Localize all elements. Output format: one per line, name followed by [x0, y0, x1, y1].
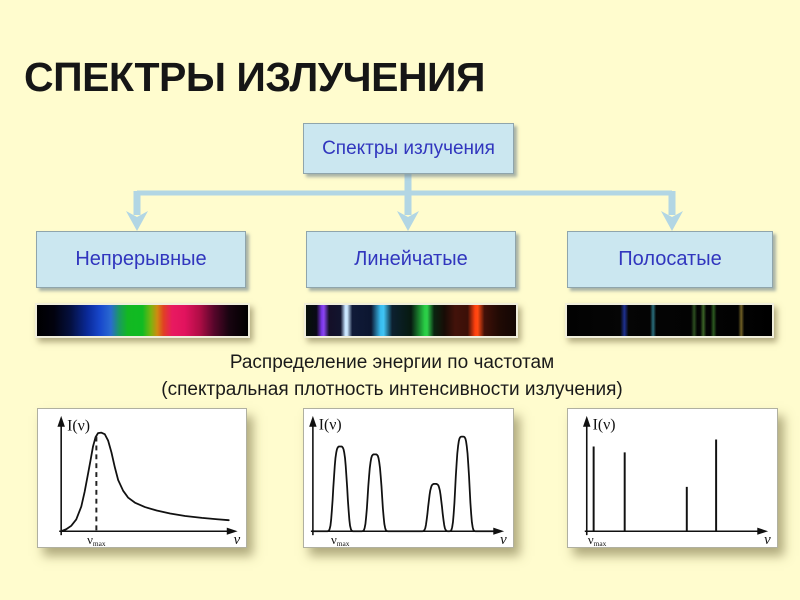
x-axis-label: ν — [234, 532, 241, 547]
y-axis-label: I(ν) — [67, 418, 90, 435]
line-spectrum-strip — [304, 303, 518, 338]
x-axis-label: ν — [500, 532, 507, 547]
y-axis-arrow-icon — [309, 415, 317, 427]
graph-panel-continuous: I(ν) ν νmax — [37, 408, 247, 548]
x-axis-label: ν — [764, 532, 771, 547]
x-axis-arrow-icon — [226, 527, 238, 535]
x-axis-arrow-icon — [493, 527, 505, 535]
y-axis-label: I(ν) — [319, 417, 342, 434]
root-box-label: Спектры излучения — [322, 137, 495, 159]
graph-panel-line: I(ν) ν νmax — [303, 408, 514, 548]
peak-frequency-label: νmax — [87, 533, 106, 547]
peak-frequency-label: νmax — [331, 533, 350, 547]
arrow-down-icon — [126, 211, 148, 231]
band-spectrum-strip — [565, 303, 774, 338]
arrow-down-icon — [397, 211, 419, 231]
continuous-curve — [60, 431, 230, 533]
x-axis-arrow-icon — [757, 527, 769, 535]
branch-box-line: Линейчатые — [306, 231, 516, 288]
y-axis-label: I(ν) — [593, 417, 616, 434]
caption-line-2: (спектральная плотность интенсивности из… — [161, 379, 623, 400]
branch-label-line: Линейчатые — [354, 248, 468, 270]
line-distribution-chart: I(ν) ν νmax — [309, 415, 507, 547]
peak-frequency-label: νmax — [588, 533, 607, 547]
line-spectrum-peaks-curve — [311, 435, 497, 533]
caption: Распределение энергии по частотам (спект… — [0, 349, 784, 403]
y-axis-arrow-icon — [57, 415, 65, 427]
branch-box-continuous: Непрерывные — [36, 231, 246, 288]
continuous-distribution-chart: I(ν) ν νmax — [57, 415, 241, 547]
arrow-down-icon — [661, 211, 683, 231]
graph-panel-band: I(ν) ν νmax — [567, 408, 778, 548]
band-spectrum-spikes — [592, 439, 718, 532]
branch-box-band: Полосатые — [567, 231, 773, 288]
flowchart-root-box: Спектры излучения — [303, 123, 514, 174]
continuous-spectrum-strip — [35, 303, 250, 338]
branch-label-continuous: Непрерывные — [75, 248, 207, 270]
branch-label-band: Полосатые — [618, 248, 722, 270]
band-distribution-chart: I(ν) ν νmax — [582, 415, 771, 547]
slide-title: СПЕКТРЫ ИЗЛУЧЕНИЯ — [24, 54, 486, 100]
caption-line-1: Распределение энергии по частотам — [229, 352, 555, 373]
y-axis-arrow-icon — [582, 415, 591, 427]
